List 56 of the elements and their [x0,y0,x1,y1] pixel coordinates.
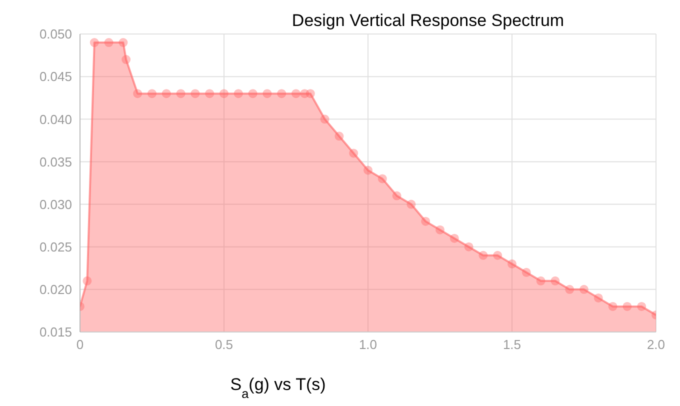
point [364,166,372,175]
point [406,200,416,209]
point [190,89,200,98]
y-tick-label: 0.025 [39,239,72,254]
point [436,225,444,234]
point [292,89,300,98]
point [565,284,574,294]
point [176,89,186,98]
point [104,38,114,48]
y-tick-label: 0.050 [39,26,72,42]
point [522,268,531,277]
point [580,284,588,294]
x-tick-label: 2.0 [646,337,666,352]
point [118,38,128,48]
chart-title: Design Vertical Response Spectrum [292,11,564,30]
point [262,89,272,98]
point [478,250,488,260]
point [421,216,430,226]
y-tick-label: 0.040 [39,112,72,127]
y-tick-label: 0.015 [39,324,72,340]
point [334,132,344,141]
point [148,89,156,98]
point [594,293,603,302]
point [349,148,358,158]
x-tick-label: 0 [76,337,84,352]
point [536,276,546,286]
point [205,89,214,98]
point [608,302,618,311]
x-axis-title: S$_{a}$(g) vs T(s) [230,375,326,400]
point [320,114,330,124]
point [493,250,502,260]
point [248,89,258,98]
point [306,89,315,98]
point [464,242,474,252]
point [82,276,92,286]
x-tick-label: 1.5 [502,337,522,352]
point [622,302,632,311]
point [392,191,402,200]
point [378,174,387,184]
point [90,38,99,48]
y-tick-label: 0.030 [39,196,72,212]
point [637,302,646,311]
y-tick-label: 0.020 [39,282,72,298]
point [133,89,142,98]
point [162,89,171,98]
point [234,89,243,98]
x-tick-label: 1.0 [358,337,378,352]
point [220,89,228,98]
x-tick-label: 0.5 [214,337,234,352]
point [508,259,516,268]
y-tick-label: 0.035 [39,154,72,170]
point [122,55,131,64]
point [550,276,560,286]
y-tick-label: 0.045 [39,69,72,84]
point [277,89,286,98]
point [450,234,459,243]
